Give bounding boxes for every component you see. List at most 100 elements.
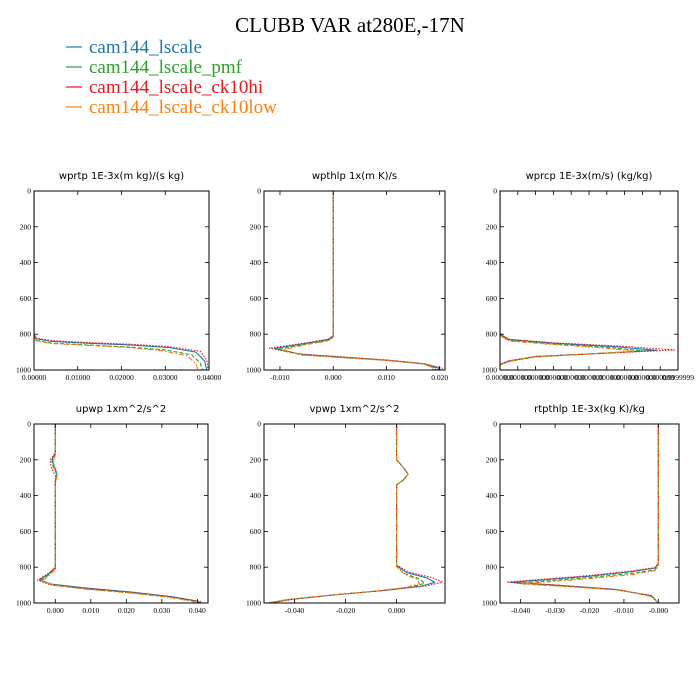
y-tick-label: 400 — [250, 258, 262, 267]
y-tick-label: 1000 — [482, 599, 497, 608]
y-tick-label: 600 — [486, 527, 498, 536]
plot-frame — [263, 190, 446, 371]
y-tick-label: 600 — [486, 294, 498, 303]
panel-title: wpthlp 1x(m K)/s — [312, 171, 397, 182]
y-tick-label: 400 — [20, 491, 32, 500]
y-tick-label: 0 — [257, 420, 261, 429]
x-tick-label: 0.000 — [388, 606, 405, 615]
panel-title: wprtp 1E-3x(m kg)/(s kg) — [59, 171, 184, 182]
x-tick-label: 0.000000 — [539, 373, 567, 382]
series-line — [509, 424, 659, 603]
series-line — [500, 191, 643, 370]
series-line — [34, 191, 199, 370]
series-line — [38, 424, 202, 603]
x-tick-label: -0.040 — [511, 606, 531, 615]
series-group — [268, 191, 443, 370]
x-tick-label: -0.010 — [614, 606, 634, 615]
x-tick-label: 0.000000 — [486, 373, 514, 382]
y-tick-label: 0 — [493, 187, 497, 196]
panel-title: wprcp 1E-3x(m/s) (kg/kg) — [526, 171, 653, 182]
series-line — [500, 191, 635, 370]
x-tick-label: 0.040 — [189, 606, 206, 615]
chart-panel-1: wprtp 1E-3x(m kg)/(s kg) 0 200 400 600 800 100… — [16, 171, 221, 382]
x-tick-label: -0.030 — [545, 606, 565, 615]
y-tick-label: 200 — [20, 222, 32, 231]
y-tick-label: 0 — [493, 420, 497, 429]
series-line — [271, 424, 444, 603]
legend: cam144_lscalecam144_lscale_pmfcam144_lsc… — [66, 37, 277, 118]
chart-panel-4: upwp 1xm^2/s^2 0 200 400 600 800 1000 0.000 0.01… — [16, 404, 209, 615]
series-line — [34, 191, 208, 370]
x-tick-label: 0.020 — [431, 373, 448, 382]
series-line — [41, 424, 196, 603]
series-line — [269, 424, 426, 603]
x-tick-label: 0.000000 — [504, 373, 532, 382]
series-line — [520, 424, 659, 603]
y-tick-label: 200 — [250, 455, 262, 464]
y-tick-label: 600 — [20, 527, 32, 536]
legend-label: cam144_lscale_pmf — [89, 57, 243, 78]
series-line — [500, 191, 658, 370]
y-tick-label: 800 — [20, 563, 32, 572]
y-tick-label: 800 — [250, 330, 262, 339]
series-line — [36, 424, 203, 603]
y-tick-label: 1000 — [246, 366, 261, 375]
series-group — [34, 191, 209, 370]
plot-frame — [499, 190, 679, 371]
x-tick-label: 0.01000 — [66, 373, 91, 382]
x-tick-label: 0.02000 — [109, 373, 134, 382]
panel-title: vpwp 1xm^2/s^2 — [309, 404, 399, 415]
x-tick-label: 0.03000 — [153, 373, 178, 382]
series-group — [506, 424, 659, 603]
figure-title: CLUBB VAR at280E,-17N — [235, 13, 465, 37]
x-tick-label: 0.04000 — [197, 373, 222, 382]
x-tick-label: 0.000000 — [646, 373, 674, 382]
x-tick-label: 0.000000 — [628, 373, 656, 382]
series-line — [274, 191, 441, 370]
x-tick-label: 0.000000 — [575, 373, 603, 382]
y-tick-label: 1000 — [16, 366, 31, 375]
x-tick-label: 0.020 — [118, 606, 135, 615]
series-line — [282, 191, 435, 370]
x-tick-label: 0.010 — [378, 373, 395, 382]
y-tick-label: 800 — [486, 330, 498, 339]
panels: wprtp 1E-3x(m kg)/(s kg) 0 200 400 600 800 100… — [16, 171, 694, 615]
x-tick-label: -0.020 — [336, 606, 356, 615]
y-tick-label: 400 — [20, 258, 32, 267]
x-tick-label: -0.020 — [580, 606, 600, 615]
x-tick-label: 0.00000 — [22, 373, 47, 382]
legend-label: cam144_lscale_ck10hi — [89, 77, 263, 98]
x-tick-label: -0.000 — [649, 606, 669, 615]
y-tick-label: 200 — [486, 222, 498, 231]
plot-frame — [33, 423, 209, 604]
y-tick-label: 1000 — [16, 599, 31, 608]
series-line — [266, 424, 421, 603]
series-line — [500, 191, 675, 370]
x-tick-label: 0.000 — [47, 606, 64, 615]
series-group — [36, 424, 203, 603]
series-group — [500, 191, 675, 370]
y-tick-label: 400 — [486, 258, 498, 267]
y-tick-label: 800 — [250, 563, 262, 572]
chart-panel-2: wpthlp 1x(m K)/s 0 200 400 600 800 1000 -0.010 0… — [246, 171, 448, 382]
y-tick-label: 800 — [486, 563, 498, 572]
panel-title: rtpthlp 1E-3x(kg K)/kg — [534, 404, 645, 415]
x-tick-label: 0.000 — [325, 373, 342, 382]
chart-panel-6: rtpthlp 1E-3x(kg K)/kg 0 200 400 600 800 1000 -… — [482, 404, 680, 615]
y-tick-label: 1000 — [482, 366, 497, 375]
y-tick-label: 0 — [257, 187, 261, 196]
y-tick-label: 200 — [250, 222, 262, 231]
chart-panel-5: vpwp 1xm^2/s^2 0 200 400 600 800 1000 -0.040 -0.… — [246, 404, 446, 615]
y-tick-label: 600 — [250, 527, 262, 536]
chart-panel-3: wprcp 1E-3x(m/s) (kg/kg) 0 200 400 600 800 100… — [482, 171, 694, 382]
x-tick-label: 0.000000 — [557, 373, 585, 382]
series-line — [39, 424, 198, 603]
y-tick-label: 200 — [486, 455, 498, 464]
series-line — [34, 191, 203, 370]
x-tick-label: 0.000000 — [522, 373, 550, 382]
series-line — [34, 191, 209, 370]
legend-label: cam144_lscale — [89, 37, 202, 58]
x-tick-label: 0.9999999 — [662, 373, 694, 382]
panel-title: upwp 1xm^2/s^2 — [76, 404, 166, 415]
y-tick-label: 800 — [20, 330, 32, 339]
